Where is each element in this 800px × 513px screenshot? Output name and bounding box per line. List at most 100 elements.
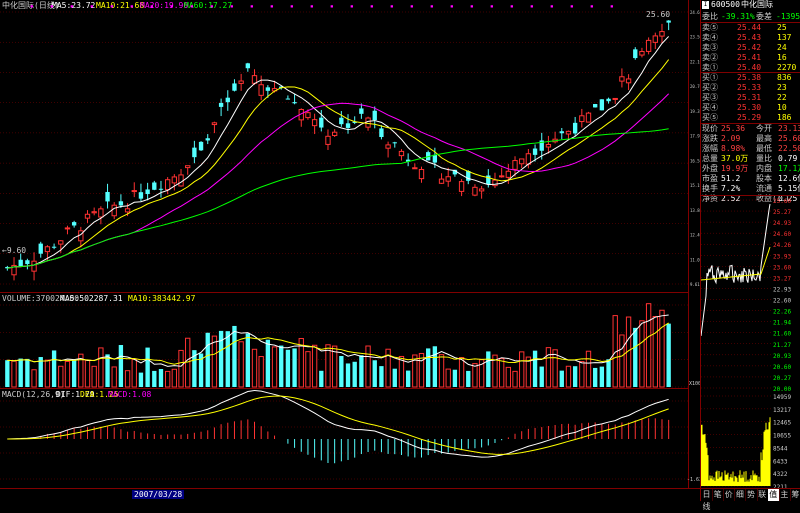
quote-stat-row[interactable]: 现价 25.36 今开 23.13: [701, 124, 800, 134]
tab-2[interactable]: 价: [723, 489, 736, 501]
quote-stat-row[interactable]: 净资 2.52 收益(二) 0.25: [701, 194, 800, 204]
volume-bar: [124, 370, 131, 388]
volume-bar: [58, 365, 64, 388]
volume-bar: [164, 370, 171, 388]
buy-order-row[interactable]: 买④ 25.30 10: [701, 103, 800, 113]
tab-7[interactable]: 主: [779, 489, 791, 501]
intraday-chart[interactable]: 25.60 25.27 24.93 24.60 24.26 23.93 23.60 23.27…: [700, 195, 800, 489]
volume-ma5-label: MA5:502287.31: [60, 294, 123, 303]
timeline-bar[interactable]: 2007/03/28: [0, 488, 700, 501]
ratio-label: 委比: [702, 12, 718, 21]
candle-body: [205, 138, 210, 141]
tab-1[interactable]: 笔: [712, 489, 725, 501]
sell-level-price: 25.40: [737, 63, 762, 72]
stat-value-2: 0.25: [778, 194, 798, 203]
volume-ma10-label-text: MA10:: [128, 294, 153, 303]
event-marker: ▪: [470, 3, 474, 10]
candle-body: [131, 190, 137, 193]
quote-stat-row[interactable]: 总量 37.0万 量比 0.79: [701, 154, 800, 164]
candle-body: [198, 141, 204, 151]
intraday-volume-label: 6433: [773, 458, 788, 465]
candle-body: [251, 75, 258, 84]
sell-order-row[interactable]: 卖③ 25.42 24: [701, 43, 800, 53]
sell-level-price: 25.41: [737, 53, 762, 62]
event-marker: ▪: [50, 3, 54, 10]
buy-level-price: 25.29: [737, 113, 762, 122]
tab-6[interactable]: 值: [767, 489, 780, 501]
ma60-value: 17.27: [208, 1, 233, 10]
stat-value: 8.98%: [721, 144, 746, 153]
kline-chart[interactable]: 中化国际(日线) MA5:23.72 MA10:21.68 MA20:19.90…: [0, 0, 688, 292]
quote-stat-row[interactable]: 涨幅 8.98% 最低 22.50: [701, 144, 800, 154]
candle-body: [245, 63, 250, 69]
price-axis-label: 23.50: [690, 35, 701, 40]
bottom-tabs: 日线笔价细势联值主筹: [700, 488, 800, 511]
volume-bar: [78, 353, 84, 388]
volume-bar: [311, 344, 318, 388]
candle-body: [352, 121, 357, 123]
intraday-price-label: 24.60: [773, 231, 791, 238]
volume-chart[interactable]: VOLUME:370024.00 MA5:502287.31 MA10:3834…: [0, 292, 688, 389]
tab-8[interactable]: 筹: [790, 489, 800, 501]
stat-label: 净资: [702, 194, 718, 203]
stat-value-2: 5.15亿: [778, 184, 800, 193]
intraday-price-label: 22.26: [773, 309, 791, 316]
stat-label-2: 今开: [756, 124, 772, 133]
candle-body: [593, 104, 598, 108]
quote-stat-row[interactable]: 换手7.2% 流通 5.15亿: [701, 184, 800, 194]
volume-bar: [251, 348, 258, 388]
candle-body: [232, 83, 237, 91]
event-marker: ▪: [570, 3, 574, 10]
ma10-label-text: MA10:: [96, 1, 121, 10]
sell-order-row[interactable]: 卖① 25.40 2270: [701, 63, 800, 73]
price-axis-label: 20.76: [690, 84, 701, 89]
volume-bar: [211, 335, 218, 388]
event-marker: ▪: [310, 3, 314, 10]
macd-dea-value: 1.25: [99, 390, 119, 399]
buy-order-row[interactable]: 买③ 25.31 22: [701, 93, 800, 103]
volume-bar: [111, 366, 117, 388]
sell-order-row[interactable]: 卖⑤ 25.44 25: [701, 23, 800, 33]
candle-body: [398, 150, 405, 157]
price-axis-svg: 24.61 23.50 22.16 20.76 19.37 17.98 16.58 15.19…: [690, 10, 701, 287]
candle-body: [478, 188, 485, 192]
volume-bar: [105, 354, 110, 387]
intraday-volume-label: 2211: [773, 484, 788, 489]
stat-label-2: 最低: [756, 144, 772, 153]
quote-stats: 现价 25.36 今开 23.13 涨跌 2.09 最高 25.60 涨幅 8.98% 最低 22.5…: [701, 123, 800, 203]
volume-bar: [11, 360, 17, 388]
buy-order-row[interactable]: 买⑤ 25.29 186: [701, 113, 800, 123]
event-marker: ▪: [490, 3, 494, 10]
volume-ma5-value: 502287.31: [79, 294, 123, 303]
candle-body: [192, 147, 197, 158]
sell-level-label: 卖①: [702, 63, 718, 72]
event-marker: ▪: [330, 3, 334, 10]
stat-value-2: 17.1万: [778, 164, 800, 173]
macd-chart[interactable]: MACD(12,26,9) DIF:1.79 DEA:1.25 MACD:1.0…: [0, 388, 688, 489]
stat-label: 换手: [702, 184, 718, 193]
tab-3[interactable]: 细: [734, 489, 747, 501]
sell-order-row[interactable]: 卖④ 25.43 137: [701, 33, 800, 43]
macd-macd-value: 1.08: [132, 390, 152, 399]
tab-4[interactable]: 势: [745, 489, 758, 501]
sell-order-row[interactable]: 卖② 25.41 16: [701, 53, 800, 63]
candle-body: [98, 208, 104, 218]
buy-level-price: 25.38: [737, 73, 762, 82]
candle-body: [452, 169, 458, 175]
candle-body: [365, 117, 371, 128]
candle-body: [145, 189, 150, 195]
volume-bar: [486, 351, 491, 387]
candle-body: [359, 108, 364, 114]
volume-bar: [379, 366, 384, 387]
intraday-volume-label: 14959: [773, 394, 791, 401]
candle-body: [619, 76, 625, 82]
buy-order-row[interactable]: 买① 25.38 836: [701, 73, 800, 83]
quote-stat-row[interactable]: 涨跌 2.09 最高 25.60: [701, 134, 800, 144]
stat-value: 2.52: [721, 194, 741, 203]
buy-order-row[interactable]: 买② 25.33 23: [701, 83, 800, 93]
intraday-volume-label: 13217: [773, 407, 791, 414]
volume-bar: [279, 345, 284, 387]
sell-level-label: 卖②: [702, 53, 718, 62]
